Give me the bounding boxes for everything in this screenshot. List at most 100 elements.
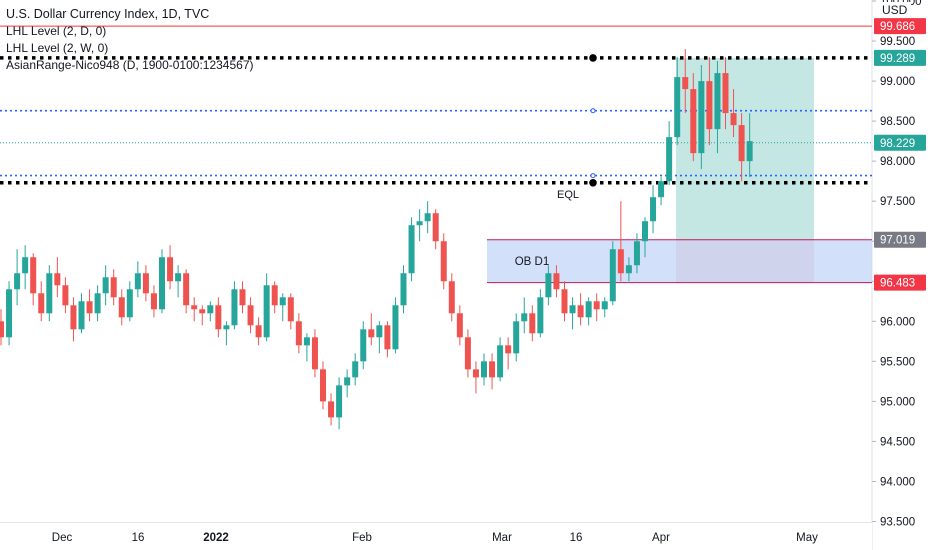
candle-body: [706, 81, 713, 130]
candle-body: [223, 325, 230, 330]
candle-body: [30, 257, 37, 294]
y-tick-label: 94.500: [880, 436, 915, 448]
chart-legend: U.S. Dollar Currency Index, 1D, TVC LHL …: [6, 6, 254, 74]
indicator-lhl-daily[interactable]: LHL Level (2, D, 0): [6, 24, 107, 38]
candle-body: [424, 213, 431, 222]
y-tick-label: 95.500: [880, 356, 915, 368]
candle-body: [344, 377, 351, 386]
x-tick-label: May: [796, 532, 818, 544]
candle-body: [271, 285, 278, 306]
price-tag-label: 97.019: [880, 235, 915, 247]
level-anchor-dot: [590, 108, 596, 114]
chart-annotations: OB D1 EQL: [515, 54, 597, 268]
x-tick-label: 2022: [203, 532, 229, 544]
candle-body: [320, 369, 326, 402]
candle-body: [102, 277, 109, 294]
candle-body: [6, 289, 13, 338]
chart-levels: [0, 25, 872, 185]
y-tick-label: 98.000: [880, 156, 915, 168]
y-tick-label: 93.500: [880, 516, 915, 528]
candle-body: [714, 73, 721, 130]
target-zone: [676, 57, 814, 240]
candle-body: [376, 325, 383, 338]
candle-body: [191, 305, 198, 310]
x-tick-label: Dec: [52, 532, 73, 544]
candle-body: [497, 345, 504, 378]
candle-body: [593, 301, 600, 310]
candle-body: [545, 273, 552, 298]
candle-body: [126, 289, 133, 318]
price-tag-label: 98.229: [880, 138, 915, 150]
x-tick-label: Apr: [652, 532, 670, 544]
eql-label: EQL: [557, 189, 579, 201]
candle-body: [440, 241, 447, 282]
y-tick-label: 97.500: [880, 196, 915, 208]
candle-body: [642, 221, 648, 242]
price-tag[interactable]: [874, 231, 926, 248]
candle-body: [167, 257, 174, 282]
candle-body: [287, 297, 294, 322]
level-anchor-dot: [590, 173, 596, 179]
candle-body: [118, 297, 125, 318]
price-axis[interactable]: 93.50094.00094.50095.00095.50096.00096.5…: [872, 0, 932, 550]
price-tag[interactable]: [874, 18, 926, 35]
candle-body: [456, 313, 463, 338]
candle-body: [505, 345, 512, 354]
candle-body: [70, 305, 77, 330]
candle-body: [722, 73, 729, 114]
candle-body: [408, 225, 415, 274]
x-tick-label: Mar: [492, 532, 512, 544]
candle-body: [14, 273, 21, 290]
indicator-lhl-weekly[interactable]: LHL Level (2, W, 0): [6, 41, 109, 55]
candle-body: [199, 309, 206, 314]
ob-label: OB D1: [515, 256, 550, 268]
candle-body: [585, 301, 592, 318]
candle-body: [625, 265, 632, 274]
candle-body: [577, 305, 584, 318]
candle-body: [38, 293, 45, 314]
candle-body: [231, 289, 238, 326]
price-tag[interactable]: [874, 49, 926, 66]
candle-body: [142, 273, 149, 294]
candle-body: [561, 289, 568, 314]
candle-body: [448, 281, 455, 314]
candle-body: [54, 273, 61, 286]
candle-body: [472, 369, 479, 378]
candle-body: [110, 277, 117, 298]
candle-body: [489, 361, 496, 378]
candle-body: [529, 313, 536, 334]
price-tag-label: 99.686: [880, 21, 915, 33]
candle-body: [94, 293, 101, 314]
candle-body: [521, 313, 528, 322]
candle-body: [682, 77, 689, 90]
candle-body: [134, 273, 141, 290]
candle-body: [62, 285, 69, 306]
price-tag[interactable]: [874, 134, 926, 151]
x-tick-label: 16: [132, 532, 145, 544]
price-tag[interactable]: [874, 274, 926, 291]
candle-body: [617, 249, 624, 274]
level-anchor-dot: [589, 54, 597, 62]
candle-body: [311, 337, 318, 370]
candle-body: [215, 305, 222, 330]
candle-body: [279, 297, 286, 306]
currency-label[interactable]: USD: [878, 2, 912, 18]
candle-body: [537, 297, 544, 334]
indicator-asian-range[interactable]: AsianRange-Nico948 (D, 1900-0100:1234567…: [6, 58, 254, 72]
symbol-title[interactable]: U.S. Dollar Currency Index, 1D, TVC: [6, 7, 210, 21]
candles: [0, 49, 753, 430]
candle-body: [416, 221, 423, 226]
candle-body: [183, 273, 190, 306]
x-tick-label: Feb: [352, 532, 372, 544]
candle-body: [690, 89, 697, 154]
candle-body: [0, 321, 4, 338]
candle-body: [746, 141, 753, 162]
time-axis-bg: [0, 523, 872, 550]
y-tick-label: 98.500: [880, 116, 915, 128]
candle-body: [553, 273, 560, 290]
candle-body: [674, 77, 681, 138]
y-tick-label: 96.000: [880, 316, 915, 328]
time-axis[interactable]: Dec 16 2022 Feb Mar 16 Apr May: [0, 523, 872, 550]
candle-body: [633, 241, 640, 266]
